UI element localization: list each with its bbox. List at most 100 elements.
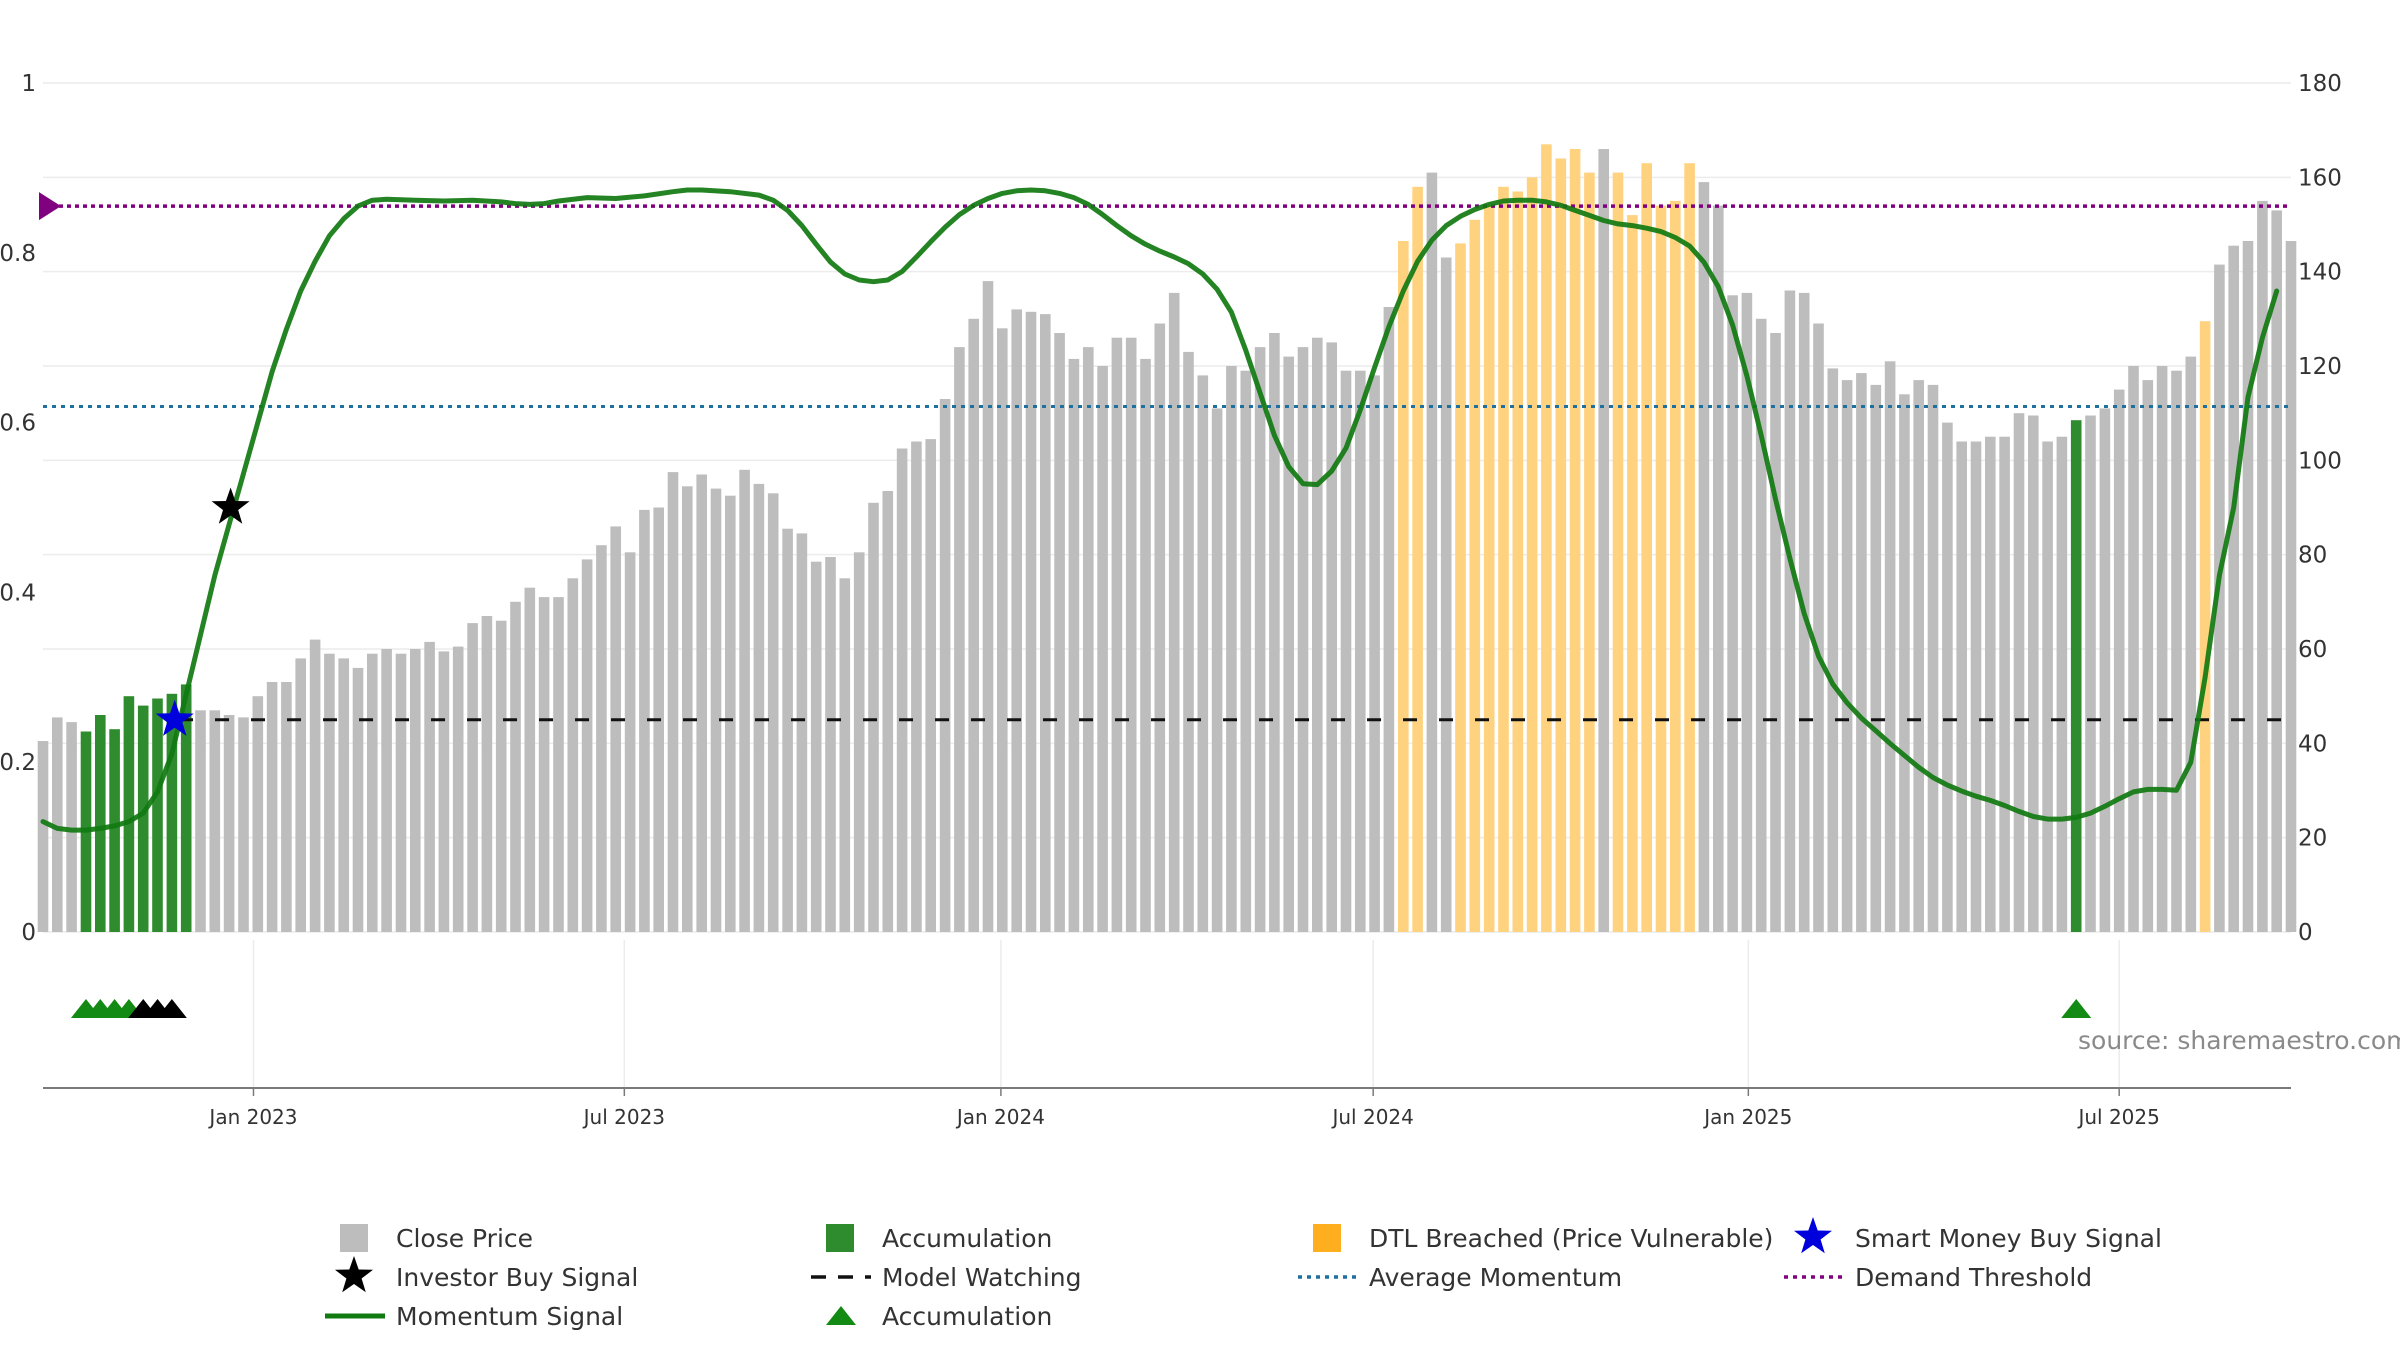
close-price-bar [252,696,264,932]
close-price-bar [710,488,722,932]
close-price-bar [1956,441,1967,932]
dtl-breached-bar [1612,172,1624,933]
close-price-bar [810,561,822,932]
close-price-bar [1097,366,1108,932]
close-price-bar [2085,415,2096,932]
dtl-breached-bar [1641,163,1652,932]
close-price-bar [596,545,607,932]
close-price-bar [352,667,364,932]
close-price-bar [2228,245,2239,932]
dtl-breached-bar [1498,186,1509,933]
axes: 0 0.2 0.4 0.6 0.8 1 0 20 40 60 80 100 120 140 160 180 Ja… [0,71,2342,1129]
accumulation-bar [95,715,106,932]
right-axis-tick: 160 [2298,165,2342,191]
accumulation-triangle [156,999,187,1018]
left-axis-tick: 0.4 [0,580,36,606]
legend-label: Accumulation [882,1224,1052,1253]
close-price-bar [2156,366,2168,932]
dtl-breached-bar [1398,241,1409,932]
close-price-bar [939,399,951,932]
legend-swatch [340,1224,368,1252]
close-price-bar [725,495,736,932]
close-price-bar [624,552,636,932]
legend-item: Momentum Signal [325,1302,623,1331]
close-price-bar [381,649,392,932]
dtl-breached-bar [1627,215,1638,933]
close-price-bar [1226,366,1237,932]
close-price-bar [2099,408,2111,932]
accumulation-bar [180,684,192,932]
close-price-bar [367,653,378,932]
close-price-bar [495,620,507,932]
close-price-bar [1025,311,1037,932]
close-price-bar [1899,394,1910,932]
close-price-bar [2028,415,2039,932]
right-axis-tick: 80 [2298,543,2327,569]
legend-label: Average Momentum [1369,1263,1622,1292]
investor-buy-signal-star [211,487,250,524]
x-axis-tick-label: Jan 2023 [207,1105,297,1129]
legend: Close Price Accumulation DTL Breached (Pri… [325,1217,2162,1331]
demand-threshold-marker [39,192,61,221]
reference-lines [39,192,2291,722]
close-price-bar [452,646,464,932]
close-price-bar [1369,375,1380,932]
close-price-bar [410,649,421,932]
close-price-bar [2142,380,2154,933]
right-axis-tick: 120 [2298,354,2342,380]
close-price-bar [1211,408,1223,932]
close-price-bar [753,483,765,932]
x-axis-tick-label: Jan 2025 [1702,1105,1792,1129]
legend-label: Model Watching [882,1263,1082,1292]
close-price-bar [1168,292,1180,932]
close-price-bar [1355,370,1366,932]
legend-item: Model Watching [811,1263,1082,1292]
close-price-bar [882,491,894,932]
dtl-breached-bar [1655,205,1667,933]
legend-swatch [1313,1224,1341,1252]
accumulation-bar [166,693,178,932]
dtl-breached-bar [1555,158,1567,932]
close-price-bar [2185,356,2197,933]
close-price-bar [1011,309,1022,932]
close-price-bar [896,448,908,932]
close-price-bar [1269,333,1280,932]
close-price-bar [324,653,335,932]
accumulation-bar [2070,420,2082,932]
right-axis-tick: 180 [2298,71,2342,97]
dtl-breached-bar [1584,172,1595,933]
left-axis-tick: 0.6 [0,411,36,437]
close-price-bar [195,710,206,932]
close-price-bar [1140,358,1151,932]
close-price-bar [2214,264,2225,933]
close-price-bar [2285,241,2297,932]
close-price-bar [868,502,879,932]
close-price-bar [954,347,965,933]
close-price-bar [209,710,221,932]
legend-swatch [826,1224,854,1252]
legend-label: Demand Threshold [1855,1263,2092,1292]
close-price-bar [1827,368,1839,932]
dtl-breached-bar [1670,200,1681,932]
close-price-bar [1312,337,1323,932]
close-price-bar [1913,380,1924,933]
close-price-bar [782,528,793,932]
legend-star-icon [335,1256,373,1293]
right-axis-tick: 20 [2298,826,2327,852]
x-axis-tick-label: Jul 2024 [1330,1105,1413,1129]
legend-item: Investor Buy Signal [335,1256,638,1293]
close-price-bar [1040,314,1051,933]
close-price-bar [37,741,49,932]
close-price-bar [1054,333,1065,932]
close-price-bar [682,486,693,932]
close-price-bar [223,715,235,932]
close-price-bar [1770,333,1781,932]
close-price-bar [839,578,851,933]
legend-label: Investor Buy Signal [396,1263,638,1292]
close-price-bar [1598,149,1609,932]
close-price-bar [438,651,450,932]
close-price-bar [510,601,521,932]
close-price-bar [1841,380,1853,933]
right-axis-tick: 0 [2298,920,2313,946]
close-price-bar [2013,413,2025,932]
